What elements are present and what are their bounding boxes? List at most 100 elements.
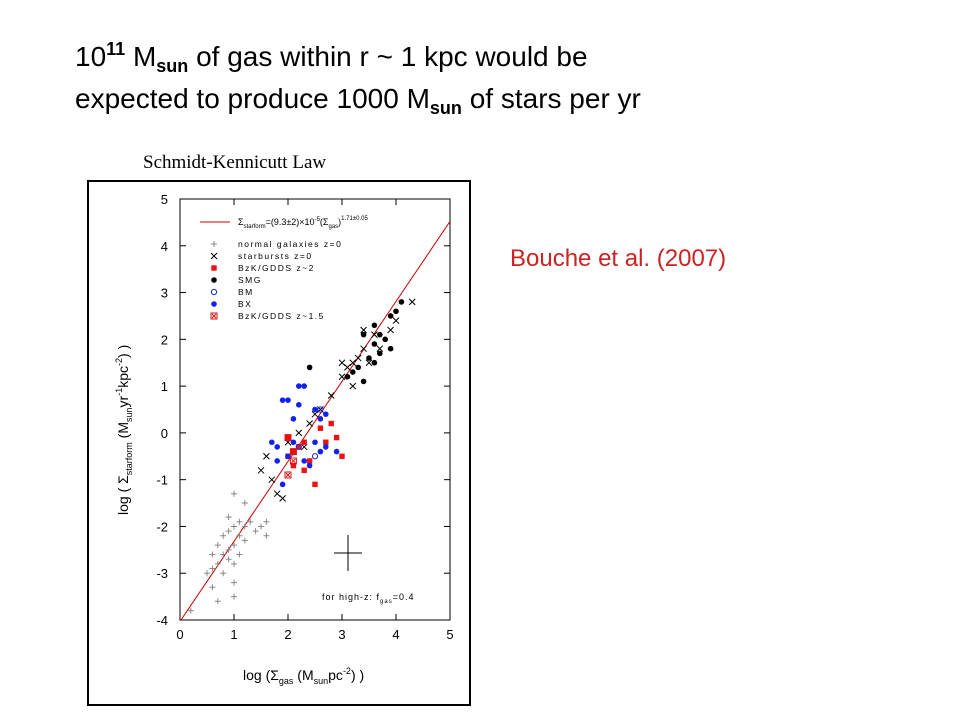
x-tick-label: 4 [392,627,399,642]
point [241,537,248,544]
label-part: ) ) [115,345,131,358]
y-tick-label: 3 [161,286,168,301]
title-part: 10 [75,41,106,72]
legend-sup: -5 [315,217,321,223]
point [241,523,248,530]
point [289,457,297,465]
legend-label: BM [238,287,254,297]
point [349,359,357,367]
y-tick-label: 2 [161,332,168,347]
point [382,336,389,343]
y-tick-label: -4 [156,613,168,628]
legend-sup: 1.71±0.05 [341,216,368,222]
y-tick-label: 0 [161,426,168,441]
point [290,416,297,422]
point [354,354,362,362]
point [377,331,383,338]
point [225,528,232,535]
point [344,364,351,371]
legend-part: ) [338,217,341,227]
x-axis-label: log (Σgas (Msunpc-2) ) [243,666,364,686]
point [220,570,227,577]
legend-marker [211,277,217,283]
figure-frame [87,180,471,706]
label-sup: -2 [343,666,351,676]
point [360,378,367,385]
point [241,500,248,507]
legend-label: BzK/GDDS z~1.5 [238,311,325,321]
point [366,355,372,361]
y-tick-label: -1 [156,473,168,488]
point [333,448,340,455]
label-part: (M [293,667,313,683]
point [338,359,346,367]
legend-label: BX [238,299,252,309]
point [296,402,302,408]
title-sup: 11 [106,39,125,59]
point [296,383,302,389]
point [214,542,221,549]
x-tick-label: 2 [284,627,291,642]
point [327,392,335,399]
point [204,570,210,577]
point [311,453,319,460]
point [295,429,303,437]
point [231,490,237,497]
point [231,579,237,586]
legend-marker [211,265,217,271]
label-sup: -2 [114,358,124,366]
title-part: M [125,41,156,72]
point [371,359,378,366]
legend-part: (Σ [320,217,329,227]
point [350,369,356,375]
point [231,523,237,530]
label-sub: sun [314,676,329,686]
point [290,462,297,469]
point [263,452,270,460]
point [360,331,367,338]
point [231,593,237,600]
title-sub: sun [156,56,188,76]
point [376,345,384,353]
point [377,350,383,357]
point [360,345,367,353]
point [387,313,394,319]
annotation-sub: gas [380,599,393,605]
point [214,598,221,605]
point [301,439,307,445]
point [285,397,291,403]
legend-sub: gas [328,224,338,230]
y-tick-label: 5 [161,192,168,207]
point [279,481,286,488]
label-part: ) ) [351,667,364,683]
y-axis-label: log ( Σstarform (Msunyr-1kpc-2) ) [114,345,134,515]
point [263,532,270,539]
plot-area [180,221,450,620]
point [236,551,243,558]
y-tick-label: 1 [161,379,168,394]
legend-marker [211,241,217,247]
point [258,523,264,530]
point [306,458,313,464]
point [236,532,243,539]
legend-marker [210,252,218,260]
point [392,317,400,324]
point [289,448,297,456]
point [349,382,357,390]
annotation-part: =0.4 [393,592,415,602]
point [301,467,307,474]
point [301,383,308,389]
point [312,481,318,488]
point [273,490,281,498]
point [231,560,237,567]
point [306,364,313,371]
point [296,444,302,450]
point [290,439,297,446]
label-part: yr [115,395,131,407]
point [252,528,259,535]
point [187,607,194,614]
point [225,546,232,553]
legend-marker [210,312,218,320]
label-part: (M [115,422,131,442]
